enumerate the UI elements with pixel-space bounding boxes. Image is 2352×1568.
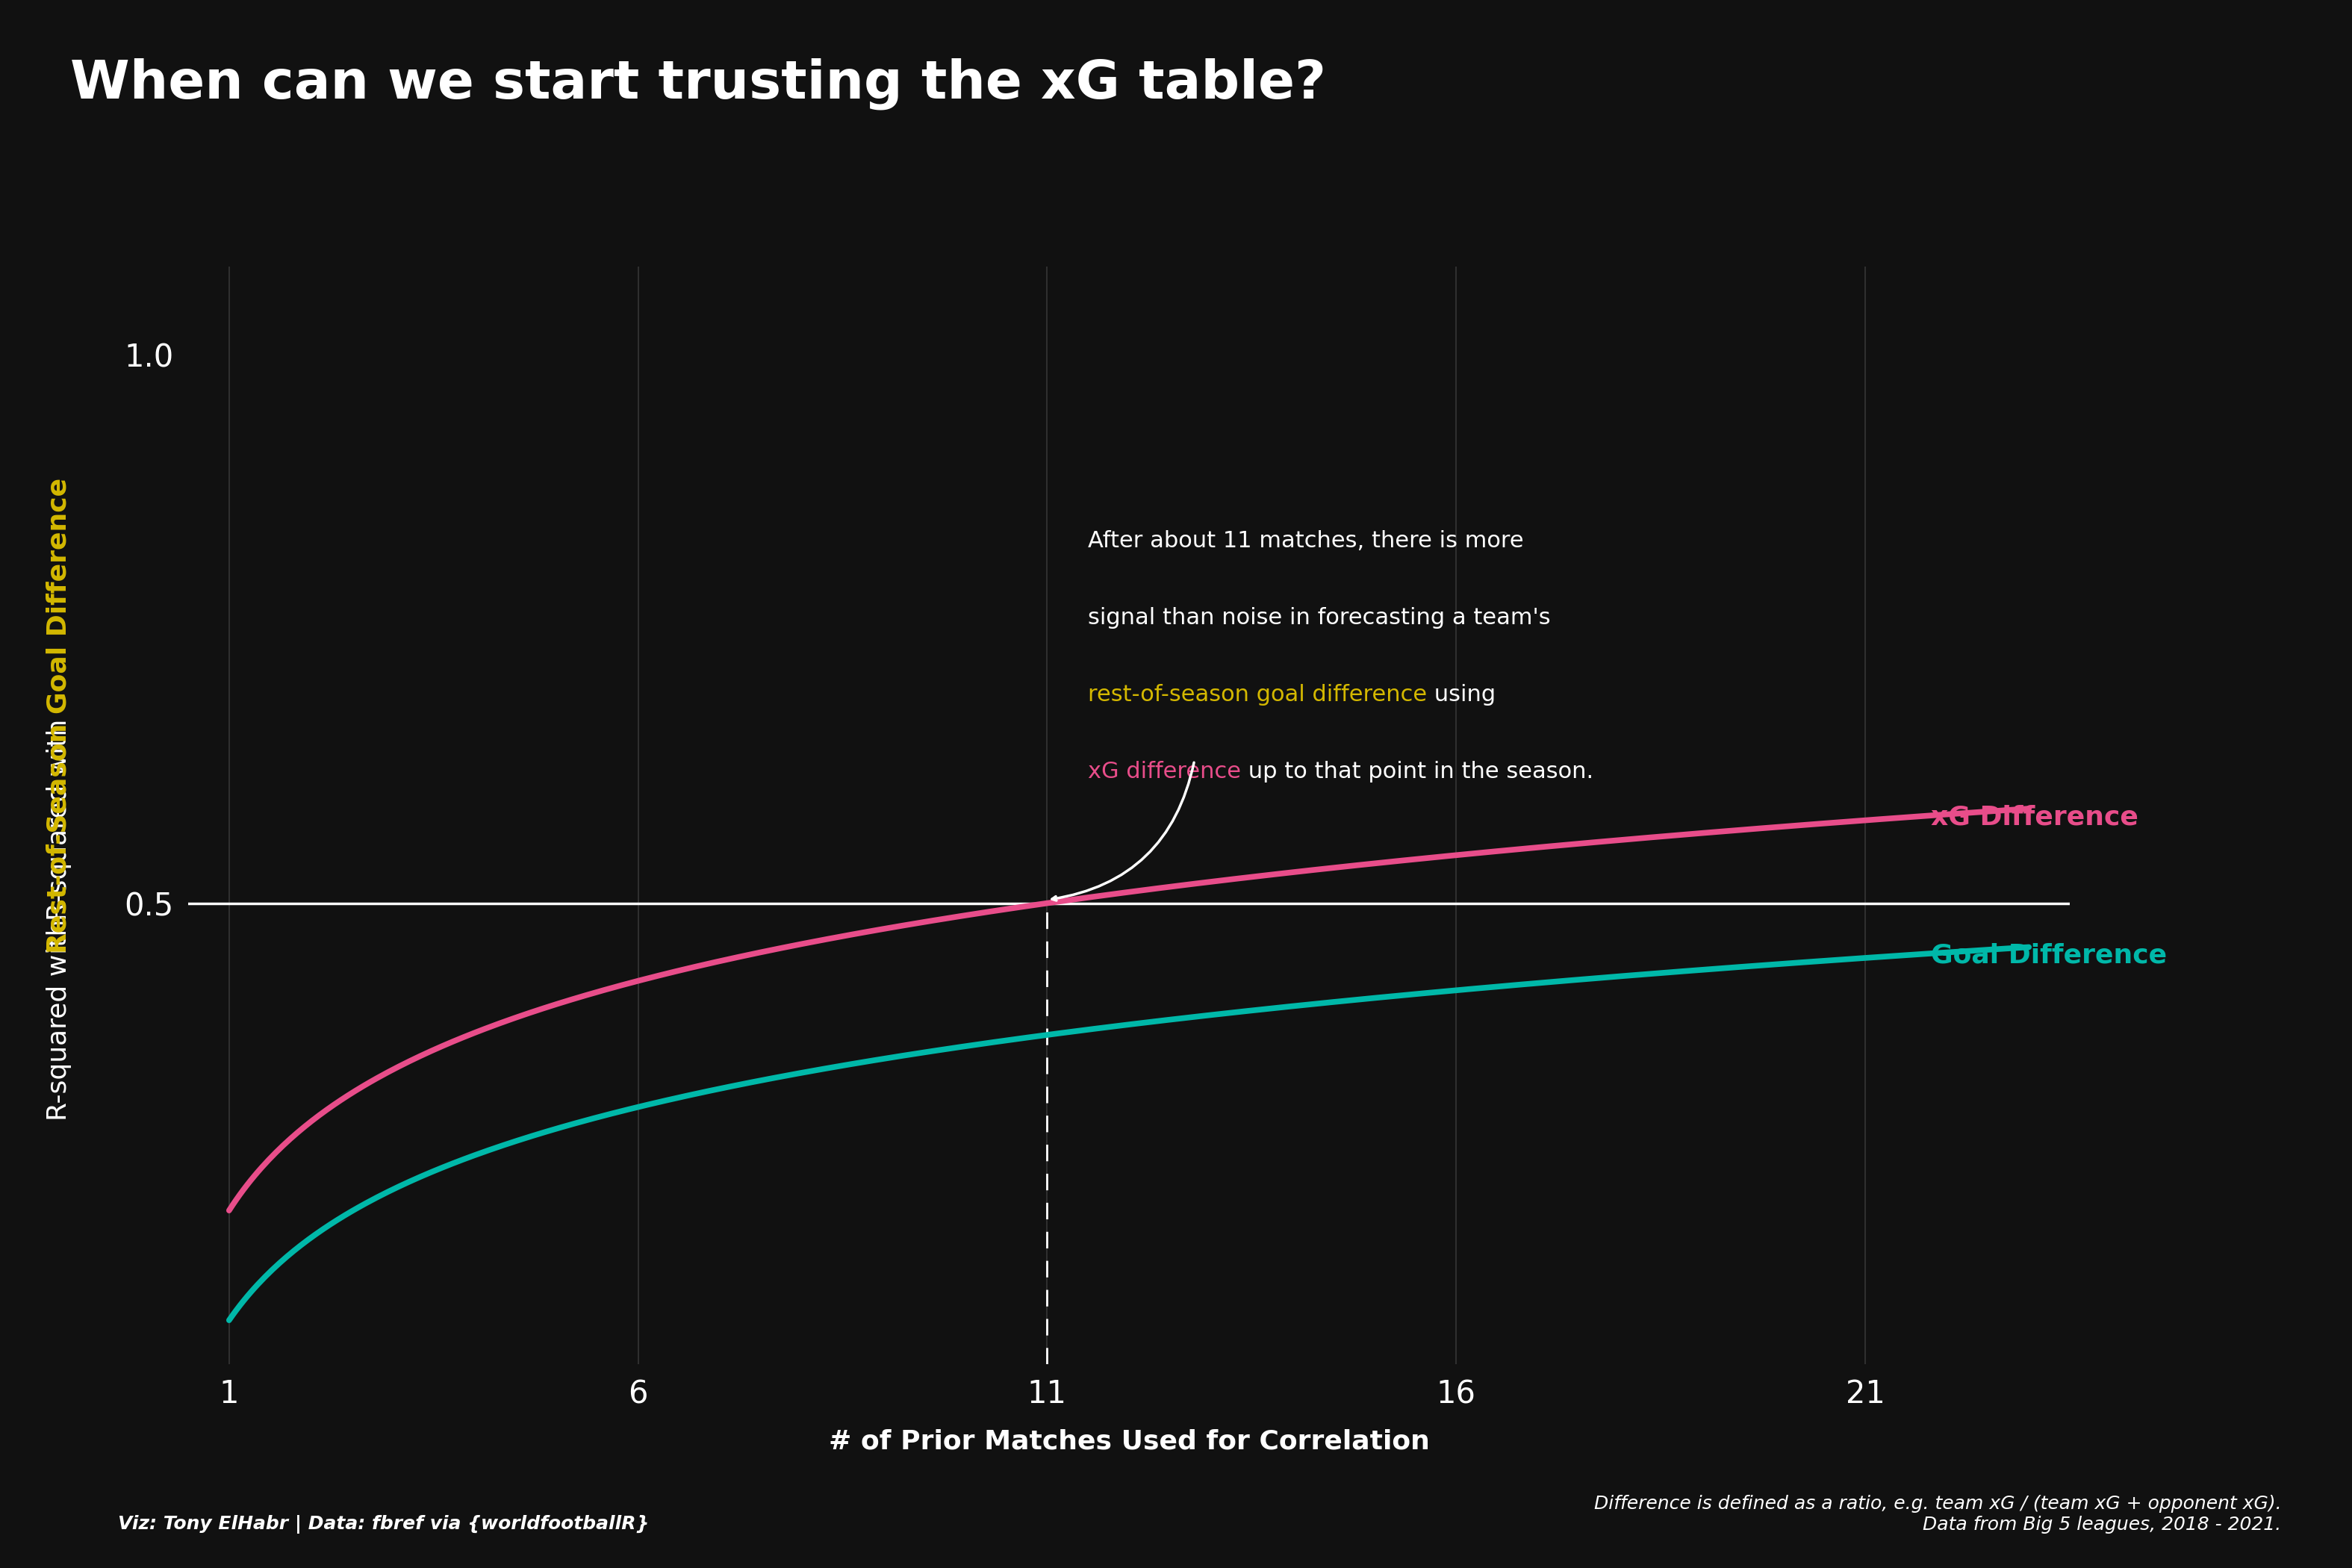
Text: Rest-of-Season Goal Difference: Rest-of-Season Goal Difference [47, 478, 71, 953]
Text: When can we start trusting the xG table?: When can we start trusting the xG table? [71, 58, 1327, 110]
Text: Goal Difference: Goal Difference [1931, 942, 2166, 967]
Text: R-squared with: R-squared with [47, 909, 71, 1121]
Text: up to that point in the season.: up to that point in the season. [1242, 760, 1595, 782]
Text: signal than noise in forecasting a team's: signal than noise in forecasting a team'… [1089, 607, 1550, 629]
Text: rest-of-season goal difference: rest-of-season goal difference [1089, 684, 1428, 706]
Text: Difference is defined as a ratio, e.g. team xG / (team xG + opponent xG).
Data f: Difference is defined as a ratio, e.g. t… [1595, 1494, 2281, 1534]
Text: R-squared with: R-squared with [47, 710, 71, 920]
Text: xG difference: xG difference [1089, 760, 1242, 782]
X-axis label: # of Prior Matches Used for Correlation: # of Prior Matches Used for Correlation [828, 1428, 1430, 1454]
Text: xG Difference: xG Difference [1931, 804, 2138, 829]
Text: using: using [1428, 684, 1496, 706]
Text: After about 11 matches, there is more: After about 11 matches, there is more [1089, 530, 1524, 552]
Text: Viz: Tony ElHabr | Data: fbref via {worldfootballR}: Viz: Tony ElHabr | Data: fbref via {worl… [118, 1515, 649, 1534]
